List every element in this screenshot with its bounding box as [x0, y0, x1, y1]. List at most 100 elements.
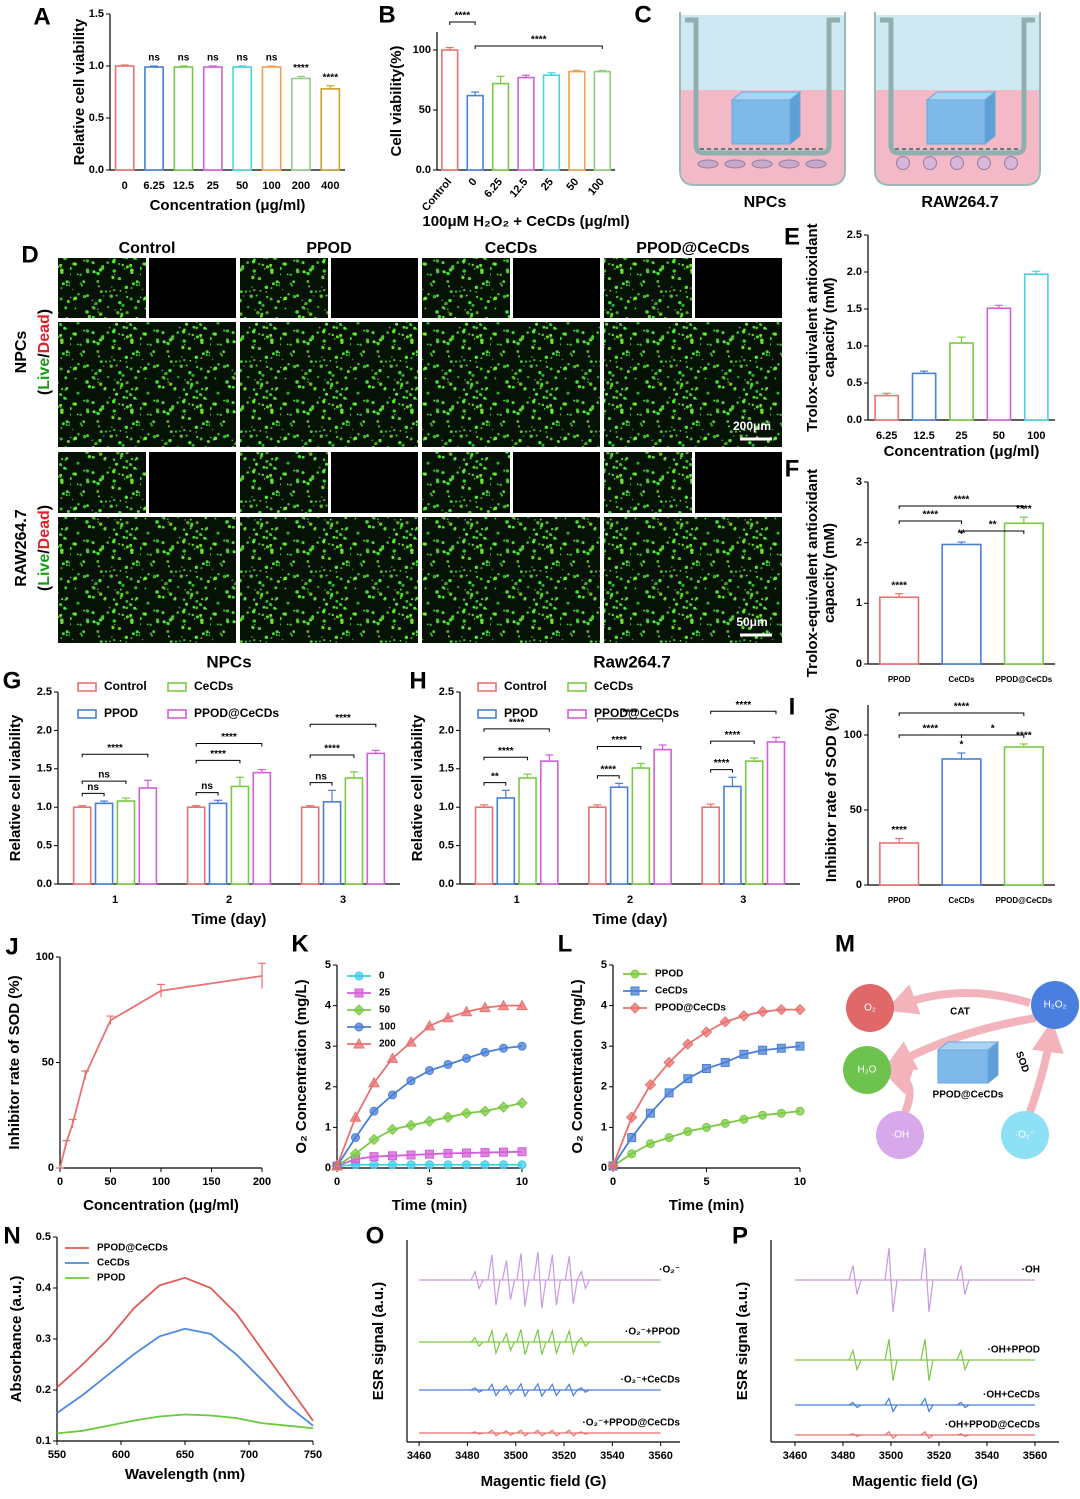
bar [609, 786, 629, 885]
y-tick-label: 2.5 [37, 686, 52, 698]
stain-part: Live [36, 554, 53, 586]
dead-thumbnail [331, 452, 418, 513]
x-tick-label: 12.5 [173, 180, 194, 192]
y-tick-label: 2.5 [439, 686, 454, 698]
bar [208, 802, 228, 885]
marker [664, 1133, 674, 1143]
marker [517, 1160, 527, 1170]
cell [778, 159, 800, 169]
stain-part: / [36, 353, 53, 358]
significance-label: **** [891, 580, 907, 591]
significance-label: **** [611, 735, 627, 746]
x-axis-label: Wavelength (nm) [125, 1466, 245, 1483]
x-tick-label: 25 [539, 176, 556, 193]
esr-peak [577, 1431, 590, 1435]
panel-letter: F [785, 455, 800, 482]
marker [739, 1114, 749, 1124]
esr-peak [848, 1265, 862, 1295]
y-tick-label: 5 [601, 959, 607, 971]
significance-label: **** [725, 730, 741, 741]
x-tick-label: 100 [1027, 430, 1045, 442]
significance-label: **** [221, 732, 237, 743]
bar [949, 342, 974, 421]
y-tick-label: 2.0 [847, 266, 862, 278]
live-thumbnail [604, 452, 692, 513]
significance-bracket [898, 505, 1025, 509]
bar [344, 777, 364, 885]
significance-label: **** [323, 72, 339, 83]
stain-label: (Live/Dead) [36, 309, 53, 395]
stain-part: ( [36, 389, 53, 395]
x-tick-label: 3460 [407, 1450, 431, 1462]
marker [443, 1148, 453, 1158]
x-tick-label: 3460 [783, 1450, 807, 1462]
significance-bracket [596, 775, 620, 779]
marker [406, 1150, 416, 1160]
live-thumbnail [240, 452, 328, 513]
y-tick-label: 50 [419, 104, 431, 116]
legend-swatch [77, 682, 97, 692]
x-tick-label: 3 [340, 894, 346, 906]
marker [775, 1003, 788, 1016]
bar [252, 771, 272, 885]
marker [776, 1043, 786, 1053]
esr-peak [533, 1251, 547, 1309]
stain-label: (Live/Dead) [36, 505, 53, 591]
marker [405, 1119, 417, 1132]
stain-part: Live [36, 358, 53, 390]
esr-peak [956, 1433, 970, 1437]
bar [230, 785, 250, 885]
significance-bracket [81, 753, 149, 758]
well-label: NPCs [744, 194, 787, 211]
y-axis-label: Inhibitor rate of SOD (%) [823, 708, 840, 882]
legend-swatch [167, 709, 187, 719]
esr-peak [548, 1429, 561, 1437]
x-tick-label: CeCDs [948, 896, 975, 905]
legend-label: 50 [379, 1005, 391, 1016]
x-tick-label: 100 [262, 180, 280, 192]
y-tick-label: 2.5 [847, 229, 862, 241]
x-tick-label: 2 [627, 894, 633, 906]
marker [369, 1152, 379, 1162]
significance-label: **** [509, 718, 525, 729]
significance-label: * [960, 740, 964, 751]
marker [516, 999, 528, 1011]
marker [758, 1110, 768, 1120]
reaction-arrow [884, 984, 1032, 1015]
y-tick-label: 1.0 [439, 801, 454, 813]
species-label: H₂O₂ [1044, 1000, 1067, 1011]
well-label: RAW264.7 [921, 194, 998, 211]
live-image [422, 517, 600, 643]
y-axis-label: O₂ Concentration (mg/L) [569, 979, 586, 1153]
marker [499, 1043, 508, 1053]
x-tick-label: 600 [112, 1449, 130, 1461]
marker [405, 1036, 417, 1047]
live-image [240, 517, 418, 643]
marker [630, 969, 640, 979]
panel-letter: D [21, 241, 38, 268]
significance-bracket [483, 782, 507, 786]
live-image [58, 517, 236, 643]
x-tick-label: 0 [467, 176, 480, 188]
marker [369, 1160, 379, 1170]
y-tick-label: 50 [850, 804, 862, 816]
scheme-label: PPOD@CeCDs [933, 1090, 1004, 1101]
significance-bracket [195, 792, 219, 796]
significance-label: **** [1016, 504, 1032, 515]
significance-label: **** [736, 700, 752, 711]
bar [593, 70, 611, 171]
esr-peak [920, 1339, 934, 1381]
panel-letter: L [558, 930, 573, 957]
significance-label: ns [148, 53, 160, 64]
marker [354, 1022, 364, 1032]
x-tick-label: PPOD [888, 896, 911, 905]
esr-peak [547, 1254, 561, 1306]
esr-peak [487, 1383, 501, 1397]
bar [291, 77, 311, 171]
species-node [1001, 1111, 1049, 1159]
x-tick-label: 12.5 [508, 176, 531, 200]
bar [653, 748, 672, 885]
bar [202, 66, 223, 171]
y-tick-label: 0 [48, 1162, 54, 1174]
bar [466, 94, 484, 171]
